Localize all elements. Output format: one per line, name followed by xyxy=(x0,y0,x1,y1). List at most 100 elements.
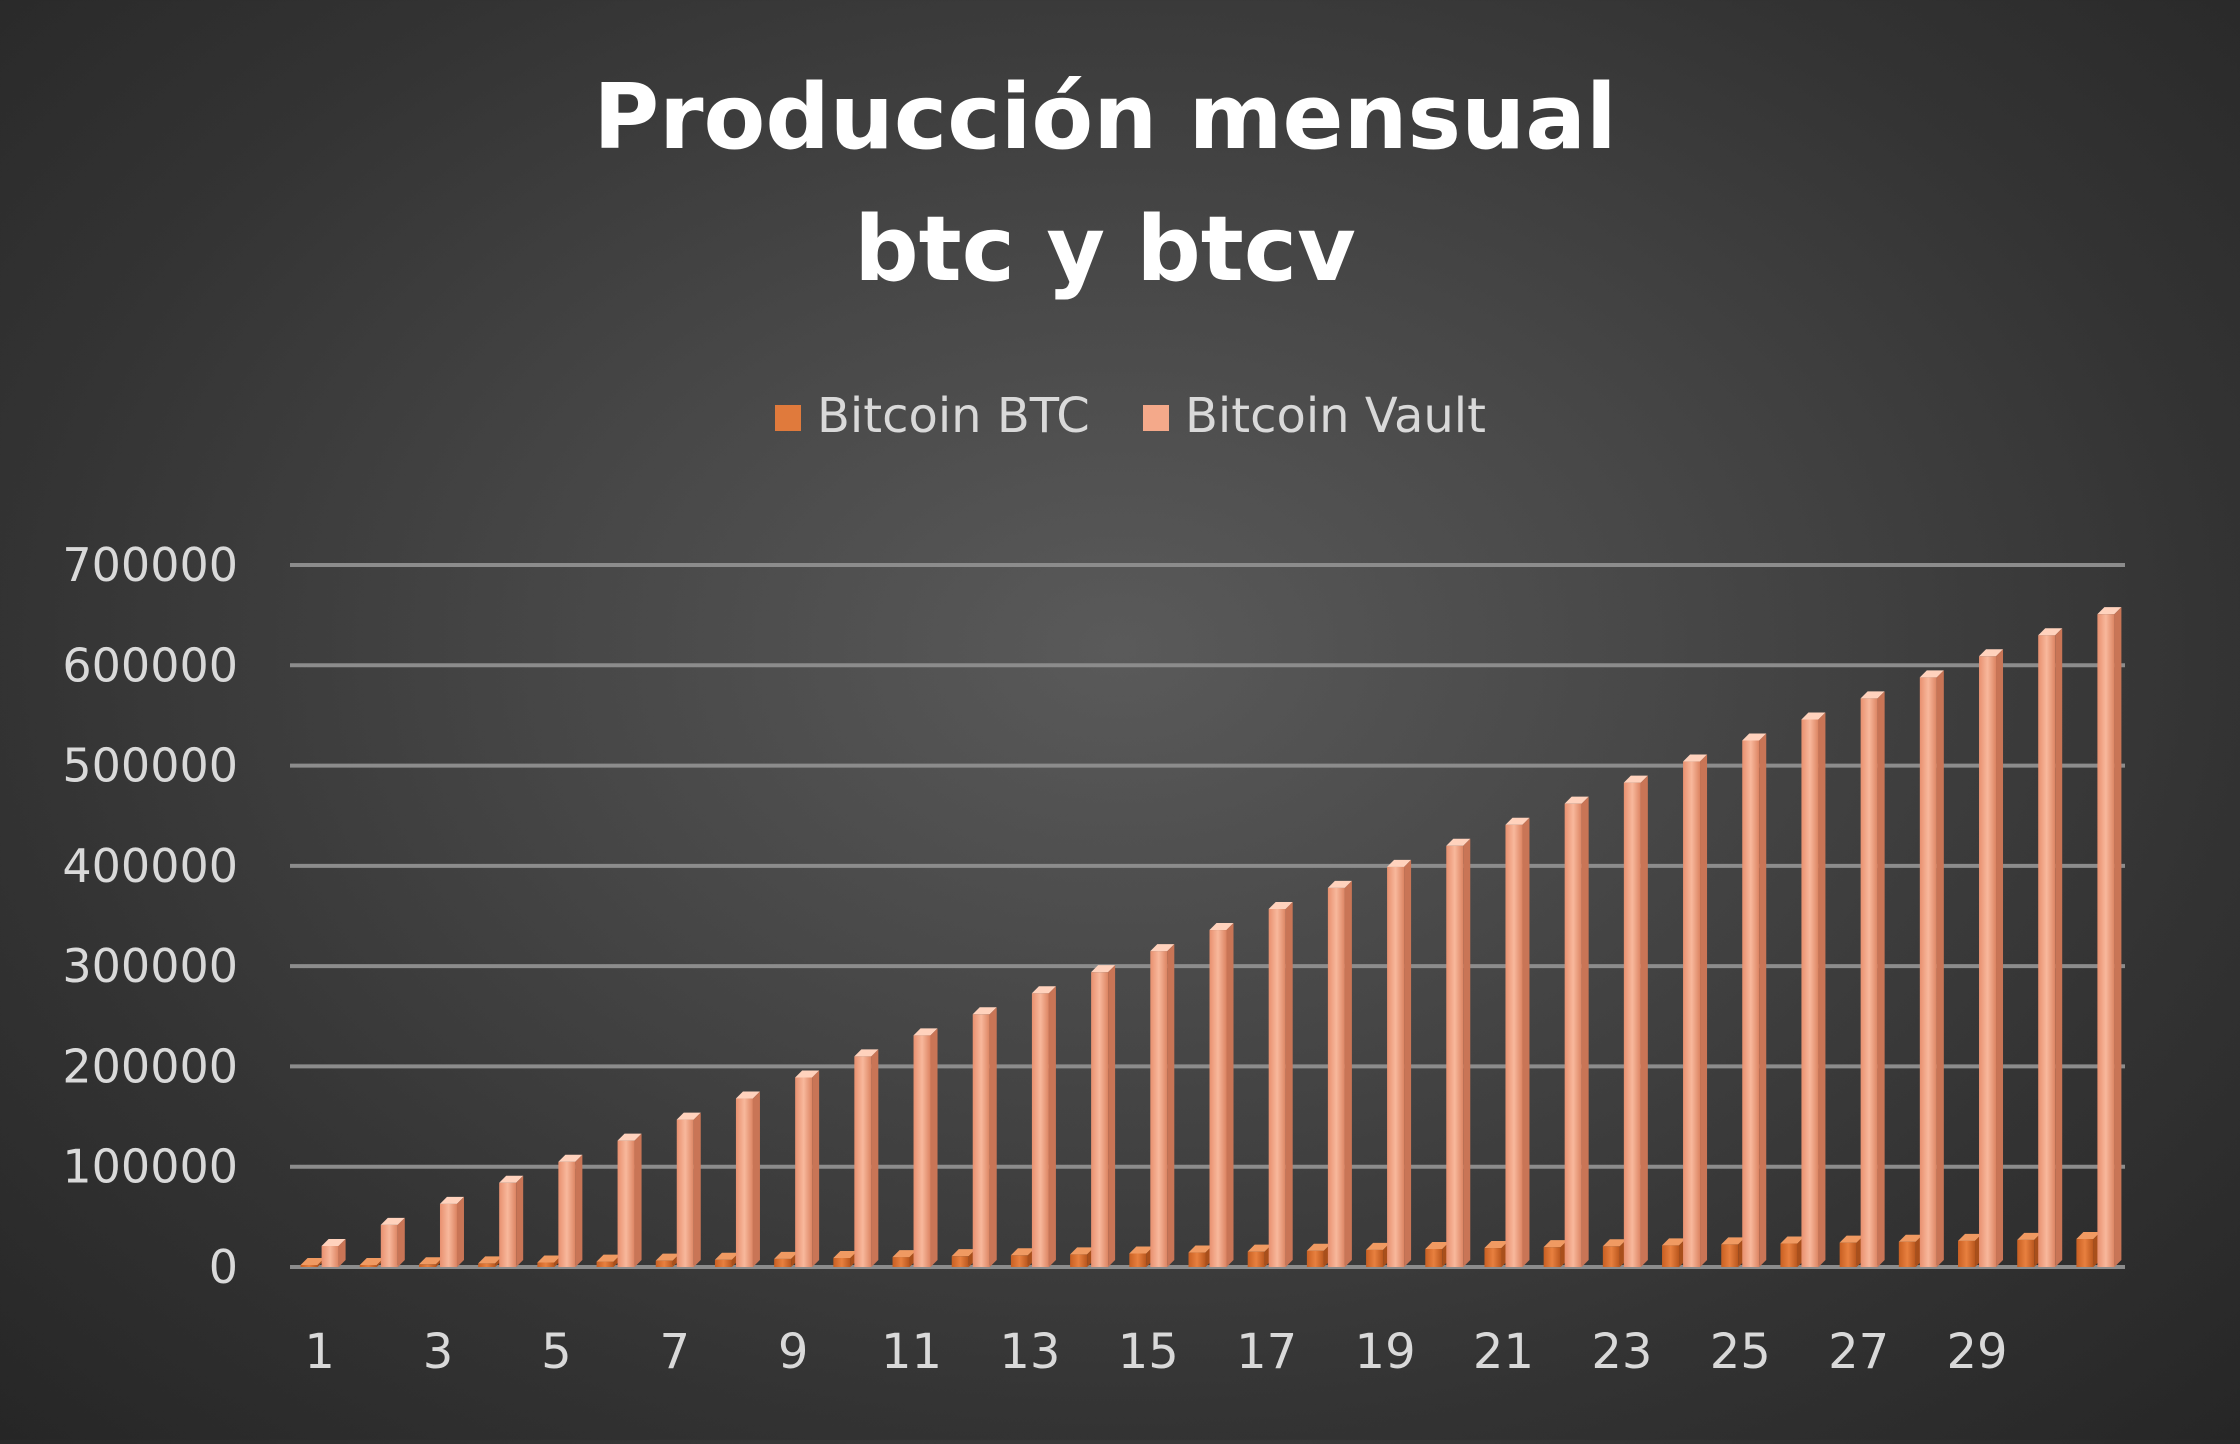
bar-side xyxy=(456,1196,464,1267)
bar-bitcoin-btc xyxy=(2076,1232,2101,1267)
bar-bitcoin-vault xyxy=(1031,986,1056,1267)
bar-bitcoin-vault xyxy=(439,1196,464,1267)
bar-bitcoin-btc xyxy=(1425,1241,1450,1267)
bar-top xyxy=(833,1250,858,1258)
bar-bitcoin-vault xyxy=(1623,775,1648,1267)
bar-face xyxy=(735,1098,753,1267)
bar-face xyxy=(1484,1248,1502,1267)
bar-side xyxy=(693,1112,701,1267)
bar-side xyxy=(1759,733,1767,1267)
bar-top xyxy=(537,1255,562,1263)
bar-bitcoin-btc xyxy=(1484,1241,1509,1267)
x-tick-label: 25 xyxy=(1710,1324,1771,1380)
gridlines xyxy=(290,563,2125,1269)
bar-side xyxy=(1936,670,1944,1267)
bar-face xyxy=(774,1258,792,1267)
bar-side xyxy=(1700,754,1708,1267)
bar-bitcoin-btc xyxy=(714,1252,739,1267)
bar-bitcoin-btc xyxy=(774,1251,799,1267)
bar-face xyxy=(1919,677,1937,1267)
bar-side xyxy=(397,1217,405,1267)
bar-top xyxy=(558,1154,583,1162)
bar-side xyxy=(1522,817,1530,1267)
bar-top xyxy=(2076,1232,2101,1240)
bar-bitcoin-vault xyxy=(1979,649,2004,1267)
bar-top xyxy=(1268,901,1293,909)
bar-top xyxy=(1070,1247,1095,1255)
bar-side xyxy=(2055,628,2063,1267)
bar-top xyxy=(1860,691,1885,699)
bar-top xyxy=(1366,1242,1391,1250)
bar-face xyxy=(596,1261,614,1267)
y-tick-label: 400000 xyxy=(62,839,238,893)
bar-face xyxy=(1839,1242,1857,1267)
bar-bitcoin-btc xyxy=(1662,1238,1687,1267)
bar-bitcoin-vault xyxy=(1150,944,1175,1267)
bar-top xyxy=(617,1133,642,1141)
legend-label-bitcoin-vault: Bitcoin Vault xyxy=(1185,388,1486,444)
bar-bitcoin-btc xyxy=(1543,1240,1568,1267)
bar-top xyxy=(1446,838,1471,846)
bar-top xyxy=(1564,796,1589,804)
bar-top xyxy=(1543,1240,1568,1248)
bar-face xyxy=(617,1140,635,1267)
bar-top xyxy=(655,1253,680,1261)
bar-face xyxy=(1683,761,1701,1267)
bar-side xyxy=(930,1028,938,1267)
bar-bitcoin-btc xyxy=(1780,1236,1805,1267)
bar-face xyxy=(439,1203,457,1267)
bar-face xyxy=(1150,951,1168,1267)
x-tick-label: 15 xyxy=(1118,1324,1179,1380)
bar-face xyxy=(1247,1251,1265,1267)
bar-face xyxy=(833,1257,851,1267)
bar-bitcoin-vault xyxy=(1801,712,1826,1267)
x-tick-label: 3 xyxy=(423,1324,454,1380)
bar-top xyxy=(1683,754,1708,762)
bar-bitcoin-btc xyxy=(1721,1237,1746,1267)
bar-face xyxy=(1662,1245,1680,1267)
bar-top xyxy=(300,1258,325,1265)
bar-side xyxy=(1640,775,1648,1267)
bar-bitcoin-vault xyxy=(499,1175,524,1267)
bar-bitcoin-vault xyxy=(1505,817,1530,1267)
bar-face xyxy=(1306,1250,1324,1267)
bar-face xyxy=(854,1056,872,1267)
bar-bitcoin-vault xyxy=(795,1070,820,1267)
bar-face xyxy=(418,1264,436,1267)
bar-bitcoin-vault xyxy=(1742,733,1767,1267)
bar-side xyxy=(575,1154,583,1267)
bar-top xyxy=(1742,733,1767,741)
bar-top xyxy=(1010,1248,1035,1256)
bar-top xyxy=(1091,965,1116,973)
bar-bitcoin-vault xyxy=(676,1112,701,1267)
y-tick-label: 100000 xyxy=(62,1140,238,1194)
x-tick-label: 5 xyxy=(541,1324,572,1380)
bar-top xyxy=(1919,670,1944,678)
bar-bitcoin-vault xyxy=(1564,796,1589,1267)
x-tick-label: 7 xyxy=(659,1324,690,1380)
bar-side xyxy=(871,1049,879,1267)
bar-bitcoin-vault xyxy=(1209,923,1234,1267)
y-tick-label: 0 xyxy=(209,1240,238,1294)
bar-bitcoin-vault xyxy=(1860,691,1885,1267)
chart-title-line-1: Producción mensual xyxy=(593,65,1617,170)
bar-face xyxy=(499,1182,517,1267)
x-axis: 1 3 5 7 9 11 13 15 17 19 21 23 25 27 29 xyxy=(304,1324,2007,1380)
bar-bitcoin-btc xyxy=(833,1250,858,1267)
bars xyxy=(300,607,2122,1267)
bar-side xyxy=(634,1133,642,1267)
y-tick-label: 500000 xyxy=(62,739,238,793)
bar-top xyxy=(1801,712,1826,720)
bar-side xyxy=(752,1091,760,1267)
bar-face xyxy=(972,1014,990,1267)
bar-bitcoin-vault xyxy=(913,1028,938,1267)
bar-face xyxy=(1742,740,1760,1267)
bar-bitcoin-btc xyxy=(1306,1243,1331,1267)
bar-face xyxy=(2038,635,2056,1267)
bar-side xyxy=(1996,649,2004,1267)
bar-top xyxy=(1780,1236,1805,1244)
bar-side xyxy=(1877,691,1885,1267)
y-tick-label: 300000 xyxy=(62,939,238,993)
bar-side xyxy=(1344,880,1352,1267)
bar-face xyxy=(1860,698,1878,1267)
